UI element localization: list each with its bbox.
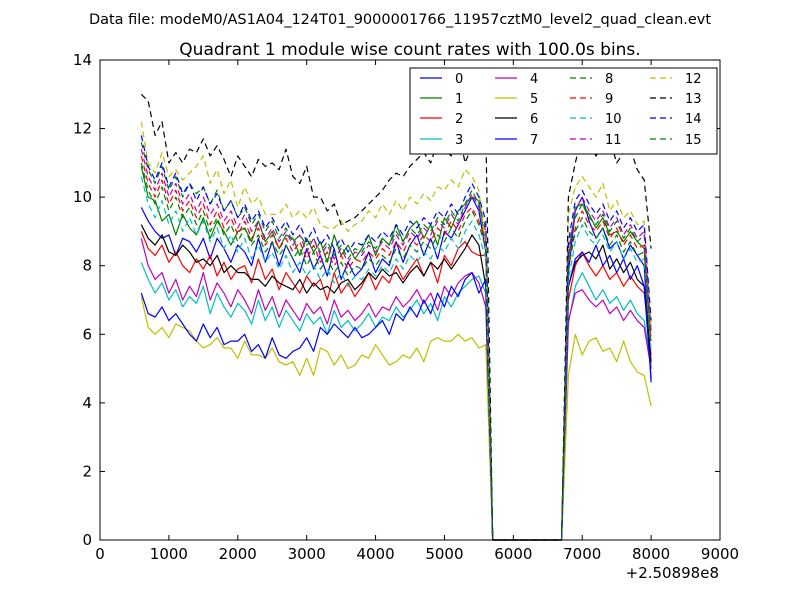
legend-label-10: 10	[605, 112, 622, 127]
legend-label-8: 8	[605, 72, 613, 87]
x-tick-label: 9000	[701, 545, 739, 563]
x-tick-label: 2000	[219, 545, 257, 563]
y-tick-label: 6	[82, 325, 92, 343]
axes-layer: 0 1000 2000 3000 4000 5000 6000 7000 8000 9000 0 2 4…	[73, 51, 739, 563]
legend-label-1: 1	[455, 92, 463, 107]
legend-label-15: 15	[685, 133, 702, 148]
plot-frame	[99, 59, 721, 541]
y-tick-label: 12	[73, 120, 92, 138]
legend-label-12: 12	[685, 72, 702, 87]
y-tick-label: 14	[73, 51, 92, 69]
series-line-11	[140, 148, 652, 541]
legend-box	[409, 67, 718, 155]
x-tick-label: 8000	[632, 545, 670, 563]
x-tick-label: 4000	[356, 545, 394, 563]
y-tick-label: 2	[82, 462, 92, 480]
x-tick-label: 1000	[150, 545, 188, 563]
series-line-13	[140, 93, 652, 541]
legend-label-2: 2	[455, 112, 463, 127]
y-tick-label: 8	[82, 257, 92, 275]
legend-label-6: 6	[530, 112, 538, 127]
x-tick-label: 3000	[288, 545, 326, 563]
x-tick-label: 0	[95, 545, 105, 563]
legend-label-0: 0	[455, 72, 463, 87]
y-tick-label: 4	[82, 394, 92, 412]
legend-label-4: 4	[530, 72, 538, 87]
chart-suptitle: Data file: modeM0/AS1A04_124T01_90000017…	[89, 12, 711, 28]
series-line-5	[140, 296, 652, 541]
x-tick-label: 7000	[563, 545, 601, 563]
y-tick-label: 10	[73, 188, 92, 206]
chart-title: Quadrant 1 module wise count rates with …	[179, 40, 640, 60]
legend-label-5: 5	[530, 92, 538, 107]
y-tick-label: 0	[82, 531, 92, 549]
legend-label-11: 11	[605, 133, 622, 148]
series-line-15	[140, 162, 652, 541]
legend-label-3: 3	[455, 133, 463, 148]
x-tick-label: 5000	[425, 545, 463, 563]
series-line-14	[140, 135, 652, 541]
series-line-10	[140, 176, 652, 541]
series-layer	[140, 93, 652, 541]
legend-label-7: 7	[530, 133, 538, 148]
legend-label-14: 14	[685, 112, 702, 127]
legend-label-9: 9	[605, 92, 613, 107]
legend-label-13: 13	[685, 92, 702, 107]
x-offset-label: +2.50898e8	[626, 564, 719, 582]
series-line-4	[140, 238, 652, 541]
x-tick-label: 6000	[494, 545, 532, 563]
